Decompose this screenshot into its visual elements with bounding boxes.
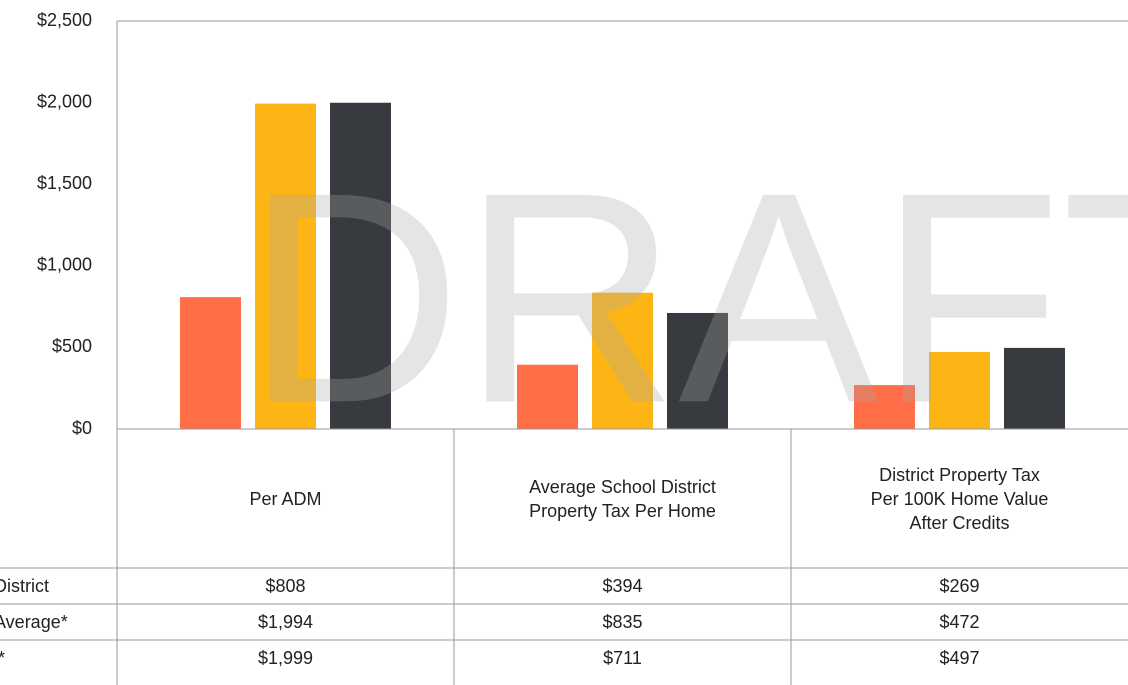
table-value: $1,994 (258, 612, 313, 632)
bar (180, 297, 241, 429)
category-label: Average School District Property Tax Per… (529, 476, 716, 521)
series-name: * (0, 648, 5, 668)
table-value: $1,999 (258, 648, 313, 668)
bar (517, 364, 578, 429)
bar (929, 351, 990, 429)
bar (330, 102, 391, 430)
table-value: $269 (939, 576, 979, 596)
series-name: Average* (0, 612, 68, 632)
bar (255, 103, 316, 430)
table-value: $472 (939, 612, 979, 632)
y-tick-label: $2,000 (37, 91, 92, 111)
bar (1004, 347, 1065, 429)
series-name: District (0, 576, 49, 596)
bar (854, 385, 915, 429)
category-label: District Property Tax Per 100K Home Valu… (870, 464, 1049, 533)
table-value: $808 (265, 576, 305, 596)
y-tick-label: $500 (52, 336, 92, 356)
category-label: Per ADM (249, 488, 322, 509)
table-value: $497 (939, 648, 979, 668)
y-tick-label: $1,000 (37, 255, 92, 275)
bar (667, 312, 728, 429)
table-value: $711 (603, 648, 642, 668)
y-tick-label: $2,500 (37, 10, 92, 30)
table-value: $835 (602, 612, 642, 632)
y-tick-label: $1,500 (37, 173, 92, 193)
y-tick-label: $0 (72, 418, 92, 438)
bar (592, 292, 653, 429)
watermark: DRAFT (245, 129, 1128, 465)
table-value: $394 (602, 576, 642, 596)
